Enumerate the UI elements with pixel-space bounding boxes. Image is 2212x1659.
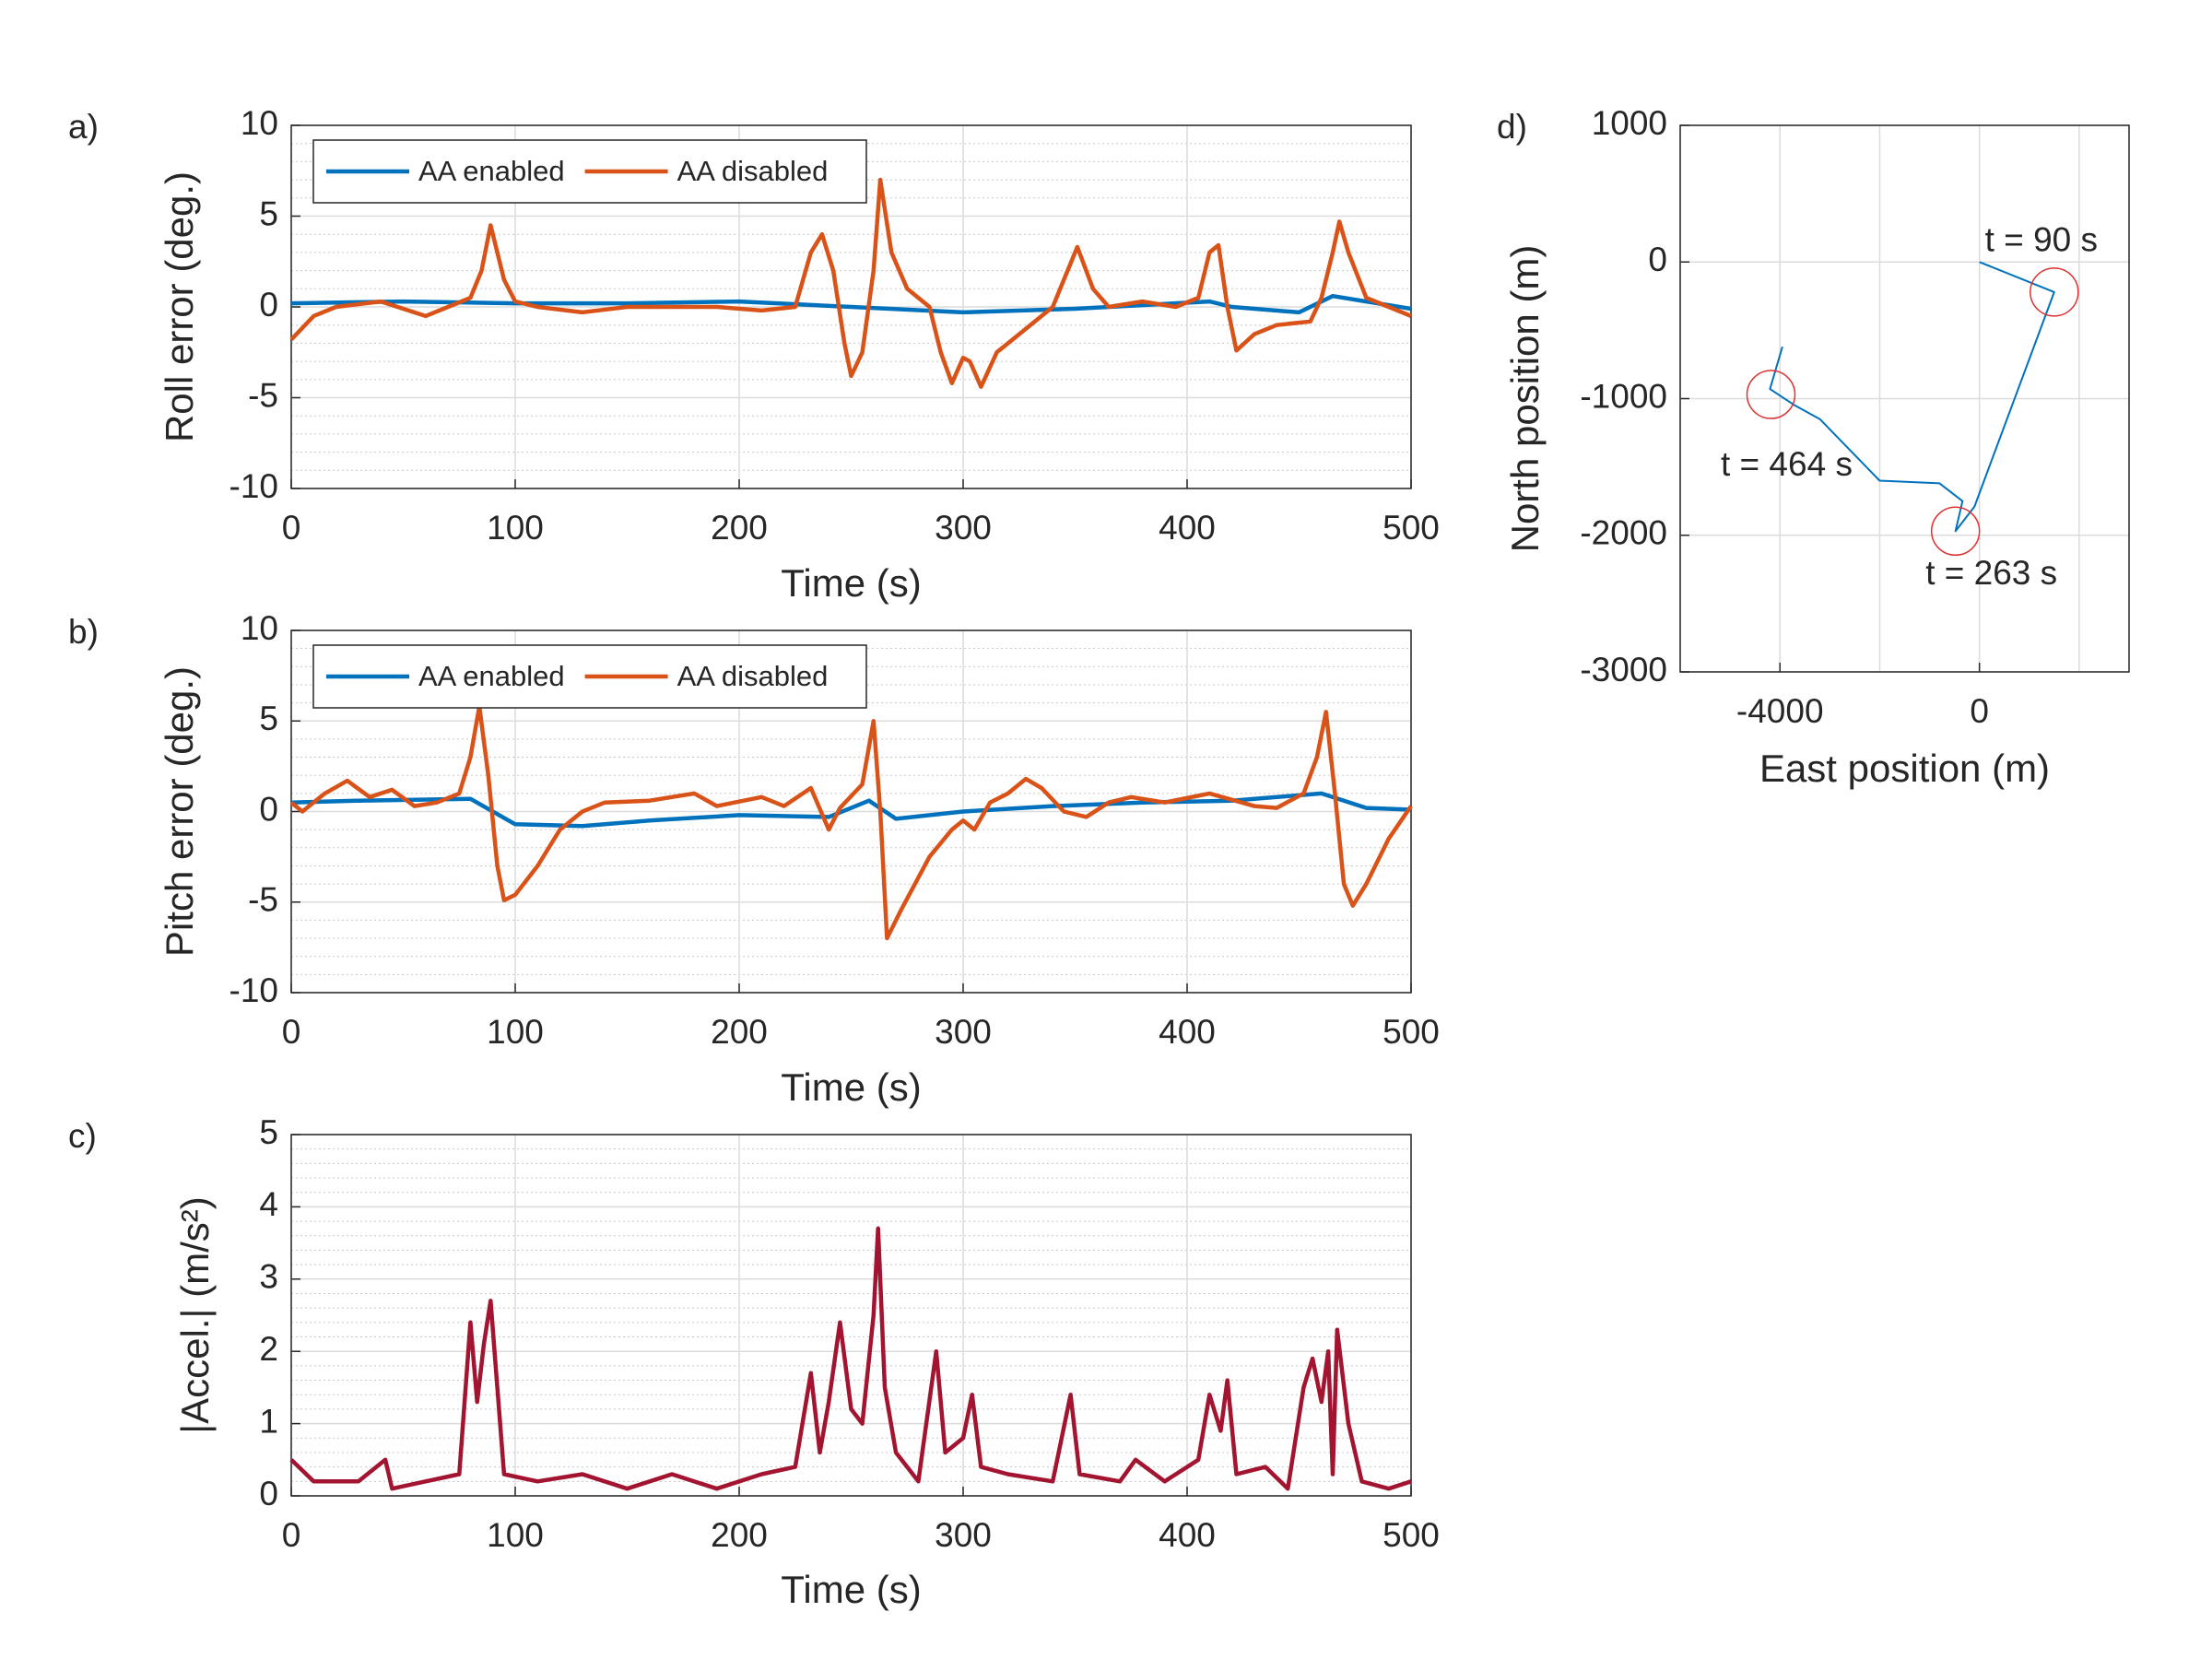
x-tick-label: 0 xyxy=(1970,692,1989,730)
panel-label: a) xyxy=(68,108,99,146)
y-tick-label: 1000 xyxy=(1592,104,1667,142)
panel-label: c) xyxy=(68,1117,97,1155)
y-axis-label: |Accel.| (m/s²) xyxy=(173,1196,217,1433)
panel-label: d) xyxy=(1497,108,1527,146)
x-axis-label: Time (s) xyxy=(781,561,921,605)
x-tick-label: 500 xyxy=(1382,1516,1440,1554)
y-tick-label: 10 xyxy=(241,104,278,142)
marker-circle xyxy=(1930,506,1981,557)
y-axis-label: Roll error (deg.) xyxy=(158,171,201,442)
y-tick-label: 0 xyxy=(259,286,278,324)
x-tick-label: 400 xyxy=(1159,1013,1216,1051)
y-axis-label: North position (m) xyxy=(1503,245,1547,553)
x-tick-label: 300 xyxy=(935,1013,992,1051)
x-tick-label: 0 xyxy=(282,1013,301,1051)
y-axis-label: Pitch error (deg.) xyxy=(158,666,201,957)
x-tick-label: 100 xyxy=(487,1516,544,1554)
y-tick-label: 3 xyxy=(259,1258,278,1296)
marker-label: t = 464 s xyxy=(1721,445,1853,483)
x-tick-label: 500 xyxy=(1382,509,1440,547)
y-tick-label: 2 xyxy=(259,1330,278,1368)
data-line xyxy=(289,1226,1412,1491)
x-tick-label: 100 xyxy=(487,509,544,547)
legend-label: AA enabled xyxy=(418,660,565,692)
y-tick-label: 4 xyxy=(259,1185,278,1223)
x-axis-label: East position (m) xyxy=(1759,747,2050,790)
x-tick-label: -4000 xyxy=(1736,692,1824,730)
y-tick-label: -5 xyxy=(248,376,278,414)
x-tick-label: 500 xyxy=(1382,1013,1440,1051)
x-tick-label: 0 xyxy=(282,509,301,547)
y-tick-label: -10 xyxy=(229,971,278,1009)
legend-label: AA disabled xyxy=(677,155,829,187)
data-line xyxy=(290,791,1412,829)
y-tick-label: 0 xyxy=(259,790,278,828)
y-tick-label: 5 xyxy=(259,194,278,232)
y-tick-label: 10 xyxy=(241,609,278,647)
y-tick-label: 5 xyxy=(259,700,278,737)
y-tick-label: -5 xyxy=(248,881,278,919)
x-tick-label: 300 xyxy=(935,1516,992,1554)
y-tick-label: -2000 xyxy=(1580,514,1667,552)
axes-frame xyxy=(1679,124,2130,673)
marker-circle xyxy=(2030,267,2079,317)
legend-label: AA disabled xyxy=(677,660,829,692)
axes-frame xyxy=(290,1134,1412,1497)
x-tick-label: 200 xyxy=(711,509,768,547)
y-tick-label: 5 xyxy=(259,1113,278,1151)
data-line xyxy=(289,177,1412,389)
marker-circle xyxy=(1746,370,1796,419)
x-tick-label: 200 xyxy=(711,1013,768,1051)
y-tick-label: -1000 xyxy=(1580,377,1667,415)
axes-frame xyxy=(290,629,1412,994)
legend-label: AA enabled xyxy=(418,155,565,187)
x-tick-label: 100 xyxy=(487,1013,544,1051)
y-tick-label: 0 xyxy=(1648,241,1667,278)
x-tick-label: 300 xyxy=(935,509,992,547)
marker-label: t = 263 s xyxy=(1925,554,2057,592)
x-axis-label: Time (s) xyxy=(781,1065,921,1109)
x-axis-label: Time (s) xyxy=(781,1568,921,1611)
x-tick-label: 400 xyxy=(1159,1516,1216,1554)
y-tick-label: 1 xyxy=(259,1402,278,1440)
panel-label: b) xyxy=(68,613,99,651)
data-line xyxy=(289,704,1413,941)
x-tick-label: 200 xyxy=(711,1516,768,1554)
data-line xyxy=(1769,261,2055,533)
marker-label: t = 90 s xyxy=(1985,221,2098,259)
data-line xyxy=(290,293,1412,315)
y-tick-label: 0 xyxy=(259,1475,278,1512)
x-tick-label: 400 xyxy=(1159,509,1216,547)
y-tick-label: -10 xyxy=(229,467,278,505)
x-tick-label: 0 xyxy=(282,1516,301,1554)
y-tick-label: -3000 xyxy=(1580,651,1667,688)
